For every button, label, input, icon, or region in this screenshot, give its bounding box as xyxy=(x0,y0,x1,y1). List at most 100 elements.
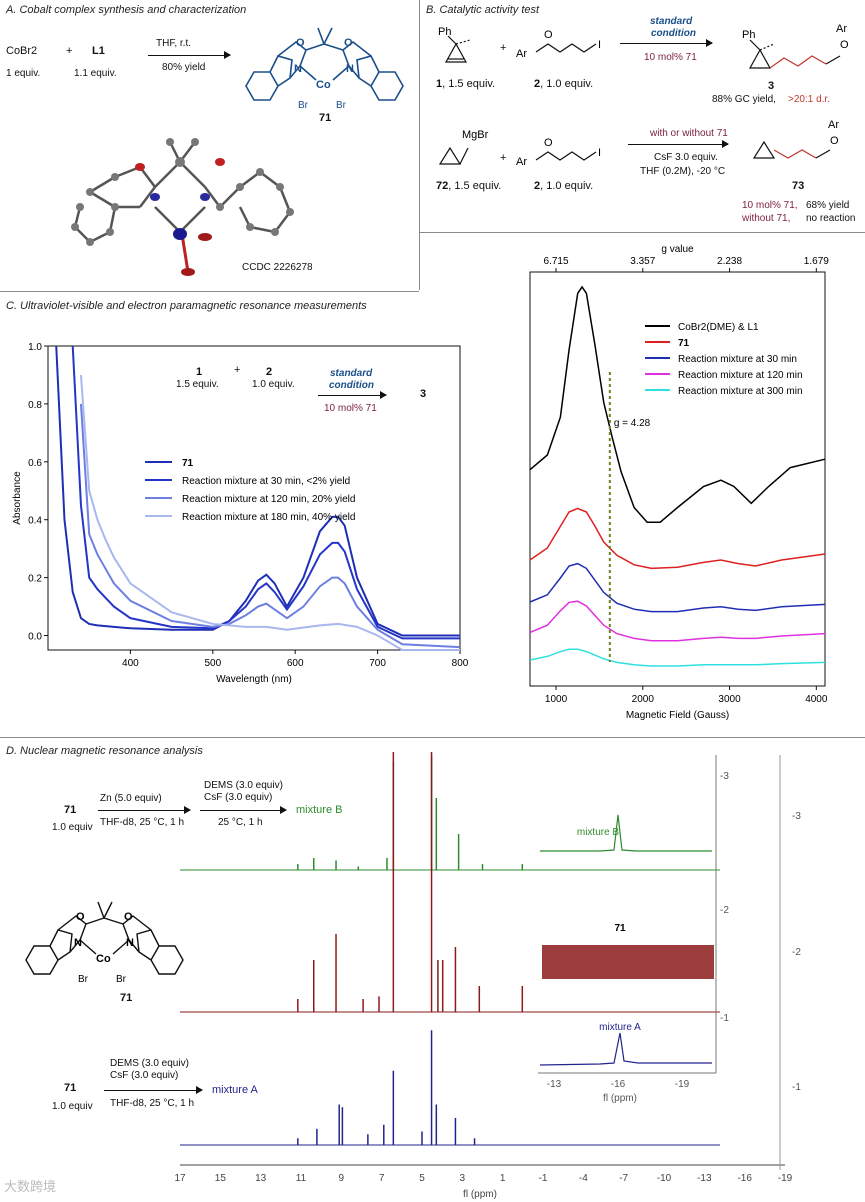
uv-xtick-label: 600 xyxy=(287,658,304,669)
epr-series-line-2 xyxy=(529,562,826,613)
epr-xtick-label: 3000 xyxy=(718,694,741,705)
struct-a-co: Co xyxy=(316,79,331,91)
nmr-bot-product: mixture A xyxy=(212,1084,258,1096)
epr-xtick-label: 1000 xyxy=(545,694,568,705)
nmr-main-tick: 5 xyxy=(419,1173,425,1184)
struct-d-n-right: N xyxy=(126,937,134,949)
struct-a-o-right: O xyxy=(344,37,353,49)
catalyst-loading-b1: 10 mol% 71 xyxy=(644,52,697,63)
reagent-cobr2-equiv: 1 equiv. xyxy=(6,68,41,79)
uv-ylabel: Absorbance xyxy=(12,471,23,525)
epr-top-tick-label: 6.715 xyxy=(544,256,569,267)
uv-scheme-catalyst: 10 mol% 71 xyxy=(324,403,377,414)
epr-legend-label-2: Reaction mixture at 30 min xyxy=(678,354,797,365)
uv-vis-chart: 400 500 600 700 800 0.0 0.2 0.4 0.6 0.8 1.0 Wavelen… xyxy=(12,342,469,685)
uv-condition: condition xyxy=(329,380,374,391)
uv-series-line-2 xyxy=(79,403,461,649)
nmr-stacked-spectra: 17 15 13 11 9 7 5 3 1 -1 -4 -7 -10 -13 -16 -19 fl (ppm) -… xyxy=(174,752,801,1200)
yield-a: 80% yield xyxy=(162,62,206,73)
epr-series-line-4 xyxy=(529,648,826,667)
nmr-right-inner-tick: -2 xyxy=(720,905,729,916)
nmr-mid-label: 71 xyxy=(120,992,133,1004)
epr-xtick-label: 2000 xyxy=(632,694,655,705)
uv-scheme-plus: + xyxy=(234,364,241,376)
uv-scheme-arrow xyxy=(318,391,387,399)
uv-plot-frame xyxy=(47,345,461,651)
nmr-main-tick: 11 xyxy=(296,1173,307,1184)
nmr-bot-step-a: DEMS (3.0 equiv) xyxy=(110,1058,189,1069)
nmr-bot-sm: 71 xyxy=(64,1082,77,1094)
o-label-1: O xyxy=(544,29,553,41)
uv-xtick-label: 700 xyxy=(369,658,386,669)
uv-scheme-sm2-equiv: 1.0 equiv. xyxy=(252,379,295,390)
epr-series-line-0 xyxy=(529,285,826,523)
uv-legend-label-1: Reaction mixture at 30 min, <2% yield xyxy=(182,476,350,487)
condition-thf: THF, r.t. xyxy=(156,38,191,49)
nmr-right-inner-tick: -1 xyxy=(720,1013,729,1024)
i-label-2: I xyxy=(598,147,601,159)
epr-top-tick-label: 1.679 xyxy=(804,256,829,267)
nmr-main-axis-label: fl (ppm) xyxy=(463,1189,497,1200)
uv-xtick-label: 500 xyxy=(204,658,221,669)
ar-label-73: Ar xyxy=(828,119,839,131)
nmr-main-tick: -10 xyxy=(657,1173,672,1184)
nmr-main-tick: 9 xyxy=(339,1173,345,1184)
divider-horizontal-b xyxy=(419,232,865,233)
reaction-arrow-b2 xyxy=(628,140,729,148)
reactant-2b-equiv: 2, 1.0 equiv. xyxy=(534,180,594,192)
struct-a-o-left: O xyxy=(296,37,305,49)
without-71-result: no reaction xyxy=(806,213,856,224)
product-3-dr: >20:1 d.r. xyxy=(788,94,830,105)
nmr-main-tick: 3 xyxy=(460,1173,466,1184)
nmr-main-tick: 13 xyxy=(255,1173,267,1184)
uv-standard: standard xyxy=(330,368,373,379)
uv-legend-label-0: 71 xyxy=(182,458,194,469)
product-73-structure: O Ar xyxy=(752,119,839,159)
plus-a: + xyxy=(66,45,73,57)
nmr-main-tick: 15 xyxy=(215,1173,227,1184)
uv-xtick-label: 800 xyxy=(452,658,469,669)
nmr-inset-tick: -19 xyxy=(675,1079,690,1090)
uv-ytick-label: 0.0 xyxy=(28,632,42,643)
uv-scheme-sm2: 2 xyxy=(266,366,273,378)
product-3-structure: Ph O Ar xyxy=(742,23,849,69)
nmr-bot-arrow xyxy=(104,1086,203,1094)
uv-ytick-label: 0.4 xyxy=(28,516,42,527)
uv-scheme-sm1-equiv: 1.5 equiv. xyxy=(176,379,219,390)
uv-series-line-3 xyxy=(79,374,460,651)
nmr-main-tick: -4 xyxy=(579,1173,588,1184)
ccdc-label: CCDC 2226278 xyxy=(242,262,313,273)
uv-scheme-product: 3 xyxy=(420,388,427,400)
struct-d-o-left: O xyxy=(76,911,85,923)
o-label-2: O xyxy=(544,137,553,149)
product-3-label: 3 xyxy=(768,80,775,92)
uv-ytick-label: 0.6 xyxy=(28,458,42,469)
nmr-top-step1-b: THF-d8, 25 °C, 1 h xyxy=(100,817,185,828)
ar-label-2: Ar xyxy=(516,156,527,168)
epr-legend-label-3: Reaction mixture at 120 min xyxy=(678,370,803,381)
epr-legend-label-1: 71 xyxy=(678,338,690,349)
epr-top-axis-label: g value xyxy=(661,244,694,255)
nmr-right-outer-tick: -2 xyxy=(792,947,801,958)
nmr-top-step2-c: 25 °C, 1 h xyxy=(218,817,263,828)
nmr-inset-label-71: 71 xyxy=(614,923,626,934)
thf-conditions: THF (0.2M), -20 °C xyxy=(640,166,726,177)
uv-legend-label-2: Reaction mixture at 120 min, 20% yield xyxy=(182,494,355,505)
epr-legend-label-0: CoBr2(DME) & L1 xyxy=(678,322,759,333)
nmr-bot-sm-equiv: 1.0 equiv xyxy=(52,1101,93,1112)
struct-d-o-right: O xyxy=(124,911,133,923)
nmr-main-tick: -1 xyxy=(539,1173,548,1184)
nmr-top-sm: 71 xyxy=(64,804,77,816)
nmr-main-tick: -7 xyxy=(619,1173,628,1184)
nmr-main-tick: -13 xyxy=(697,1173,712,1184)
uv-ytick-label: 1.0 xyxy=(28,342,42,353)
struct-d-br-right: Br xyxy=(116,974,127,985)
epr-xtick-label: 4000 xyxy=(805,694,828,705)
o-label-3: O xyxy=(840,39,849,51)
ph-label-3: Ph xyxy=(742,29,755,41)
struct-a-n-right: N xyxy=(346,63,354,75)
nmr-inset-trace-b xyxy=(540,814,712,852)
cobalt-complex-71-structure: O O N N Co Br Br xyxy=(245,27,404,111)
nmr-inset-label-b: mixture B xyxy=(577,827,620,838)
reagent-cobr2: CoBr2 xyxy=(6,45,38,57)
